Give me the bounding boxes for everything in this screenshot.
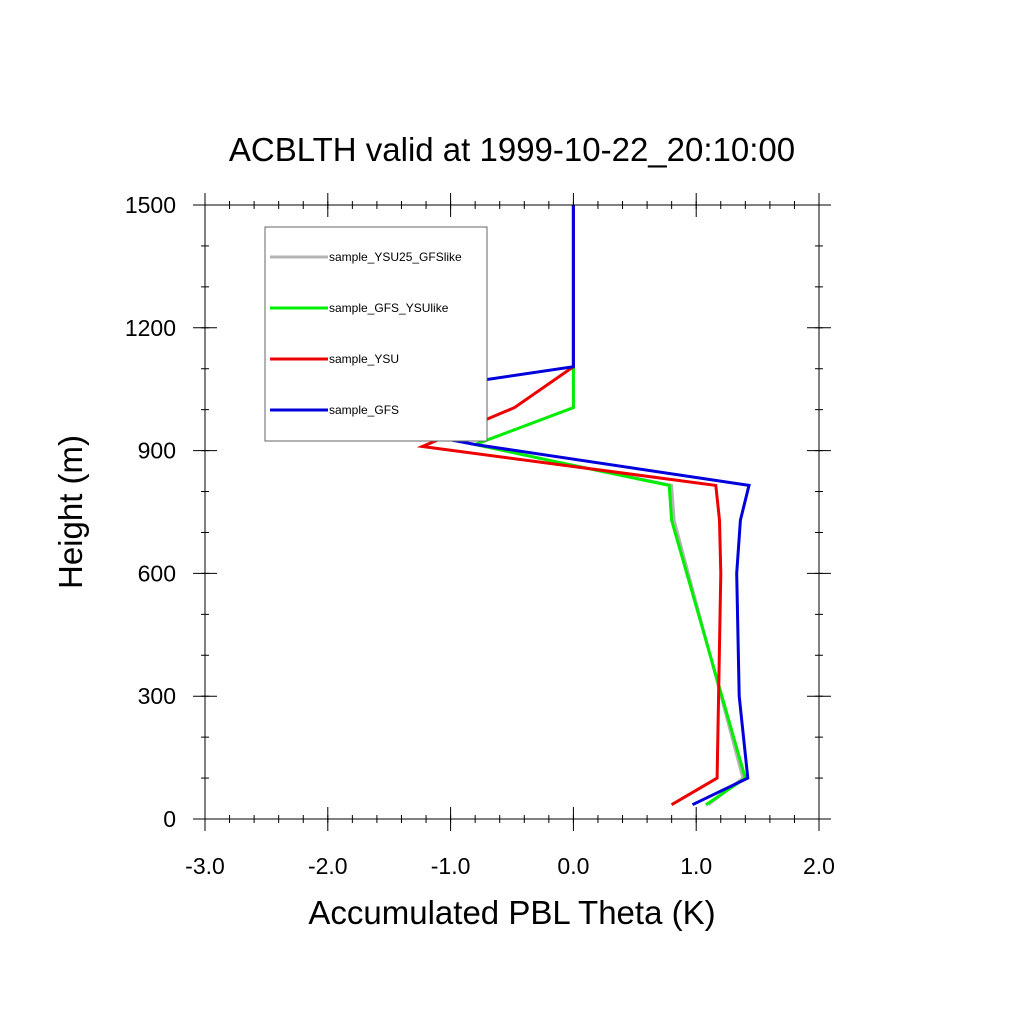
legend-label: sample_GFS — [329, 403, 399, 417]
x-tick-label: -2.0 — [308, 853, 348, 879]
y-tick-label: 300 — [138, 683, 176, 709]
x-tick-label: 0.0 — [557, 853, 589, 879]
x-tick-label: 2.0 — [803, 853, 835, 879]
legend-label: sample_YSU — [329, 352, 399, 366]
chart-title: ACBLTH valid at 1999-10-22_20:10:00 — [229, 131, 795, 168]
y-tick-label: 1200 — [125, 315, 176, 341]
y-tick-label: 600 — [138, 560, 176, 586]
series-line-sample-gfs-ysulike — [469, 205, 748, 806]
x-tick-label: -3.0 — [185, 853, 225, 879]
legend-box — [264, 226, 488, 442]
series-layer — [294, 205, 751, 807]
legend-label: sample_YSU25_GFSlike — [329, 250, 462, 264]
y-axis-label: Height (m) — [52, 435, 89, 589]
legend-label: sample_GFS_YSUlike — [329, 301, 449, 315]
y-tick-label: 0 — [163, 806, 176, 832]
legend: sample_YSU25_GFSlike sample_GFS_YSUlikesa… — [264, 226, 488, 442]
x-tick-label: -1.0 — [431, 853, 471, 879]
y-tick-label: 900 — [138, 438, 176, 464]
series-line-sample-ysu25-gfslike — [469, 205, 745, 806]
x-tick-label: 1.0 — [680, 853, 712, 879]
y-tick-label: 1500 — [125, 192, 176, 218]
tick-labels: -3.0 -2.0 -1.0 0.0 1.0 2.0 0 300 600 900 1200 1500 — [125, 192, 835, 879]
plot-frame — [204, 204, 820, 820]
x-axis-label: Accumulated PBL Theta (K) — [308, 894, 715, 931]
series-line-sample-ysu — [416, 205, 723, 806]
